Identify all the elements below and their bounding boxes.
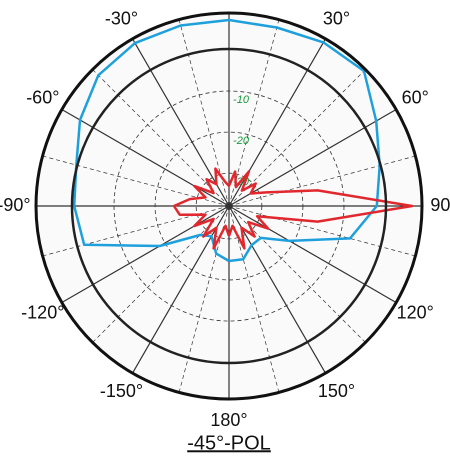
spoke [61, 108, 230, 207]
outer-ring [34, 11, 424, 401]
theta-tick-label: 120° [397, 302, 434, 322]
theta-tick-label: 150° [318, 381, 355, 401]
theta-tick-label: 60° [402, 87, 429, 107]
grid-ring [195, 172, 263, 240]
theta-tick-label: -150° [100, 381, 143, 401]
reference-ring [70, 47, 388, 365]
r-tick-label: -10 [233, 94, 250, 106]
theta-tick-label: -120° [21, 302, 64, 322]
theta-tick-label: -90° [0, 195, 31, 215]
spoke [131, 205, 230, 374]
spoke [228, 205, 327, 374]
theta-tick-label: -60° [26, 87, 59, 107]
grid-ring [113, 90, 345, 322]
series-line [172, 167, 414, 250]
r-tick-label: -20 [233, 135, 250, 147]
marks [72, 18, 414, 263]
spoke [228, 205, 397, 304]
spoke [228, 38, 327, 207]
spoke [61, 205, 230, 304]
series-line [72, 18, 381, 263]
spoke [228, 108, 397, 207]
spoke [131, 38, 230, 207]
chart-title: -45°-POL [187, 432, 271, 454]
theta-tick-label: -30° [105, 9, 138, 29]
theta-tick-label: 180° [210, 410, 247, 430]
theta-tick-label: 90° [430, 195, 450, 215]
grid-ring [154, 131, 304, 281]
theta-tick-label: 30° [323, 9, 350, 29]
grid: -10-20-30 [36, 13, 422, 399]
